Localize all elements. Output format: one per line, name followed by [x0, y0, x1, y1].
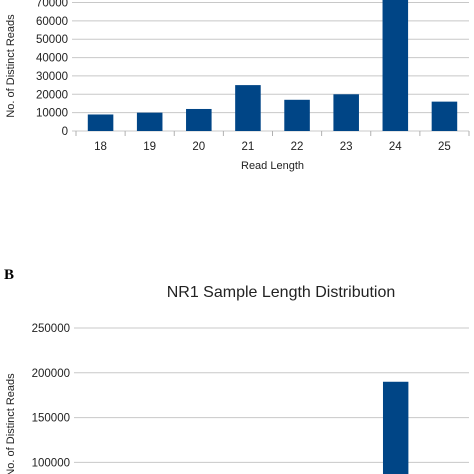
chart-title: NR1 Sample Length Distribution: [167, 284, 396, 301]
x-tick-label: 25: [438, 141, 451, 153]
y-tick-label: 30000: [36, 71, 68, 83]
bar-21: [235, 85, 261, 131]
chart-b: 100000 150000 200000 250000 No. of Distinct …: [5, 284, 469, 474]
y-tick-label: 250000: [32, 323, 70, 335]
x-tick-label: 21: [242, 141, 255, 153]
x-tick-label: 19: [143, 141, 156, 153]
bar-25: [431, 101, 458, 131]
chart-a: 0 10000 20000 30000 40000 50000 60000 70000 18 19…: [5, 0, 470, 172]
panel-b-letter: B: [4, 267, 14, 283]
y-tick-label: 100000: [32, 457, 70, 469]
x-tick-label: 22: [291, 141, 304, 153]
x-tick-label: 24: [389, 141, 402, 153]
y-tick-label: 150000: [32, 413, 70, 425]
y-tick-label: 60000: [36, 16, 68, 28]
bar-22: [284, 99, 310, 131]
bar-23: [333, 94, 359, 131]
y-tick-label: 200000: [32, 368, 70, 380]
bar-24: [382, 0, 409, 131]
y-tick-label: 10000: [36, 108, 68, 120]
y-tick-label: 20000: [36, 89, 68, 101]
bar-20: [186, 108, 212, 131]
y-tick-label: 50000: [36, 34, 68, 46]
y-axis-title: No. of Distinct Reads: [5, 14, 17, 118]
bar-19: [136, 112, 163, 131]
y-axis-title: No. of Distinct Reads: [5, 373, 17, 474]
x-tick-label: 20: [192, 141, 205, 153]
bar-24: [382, 381, 409, 474]
x-axis-title: Read Length: [241, 160, 304, 172]
y-tick-label: 70000: [36, 0, 68, 10]
bar-18: [87, 114, 114, 131]
x-tick-label: 23: [340, 141, 353, 153]
y-tick-label: 0: [62, 126, 68, 138]
y-tick-label: 40000: [36, 53, 68, 65]
x-tick-label: 18: [94, 141, 107, 153]
